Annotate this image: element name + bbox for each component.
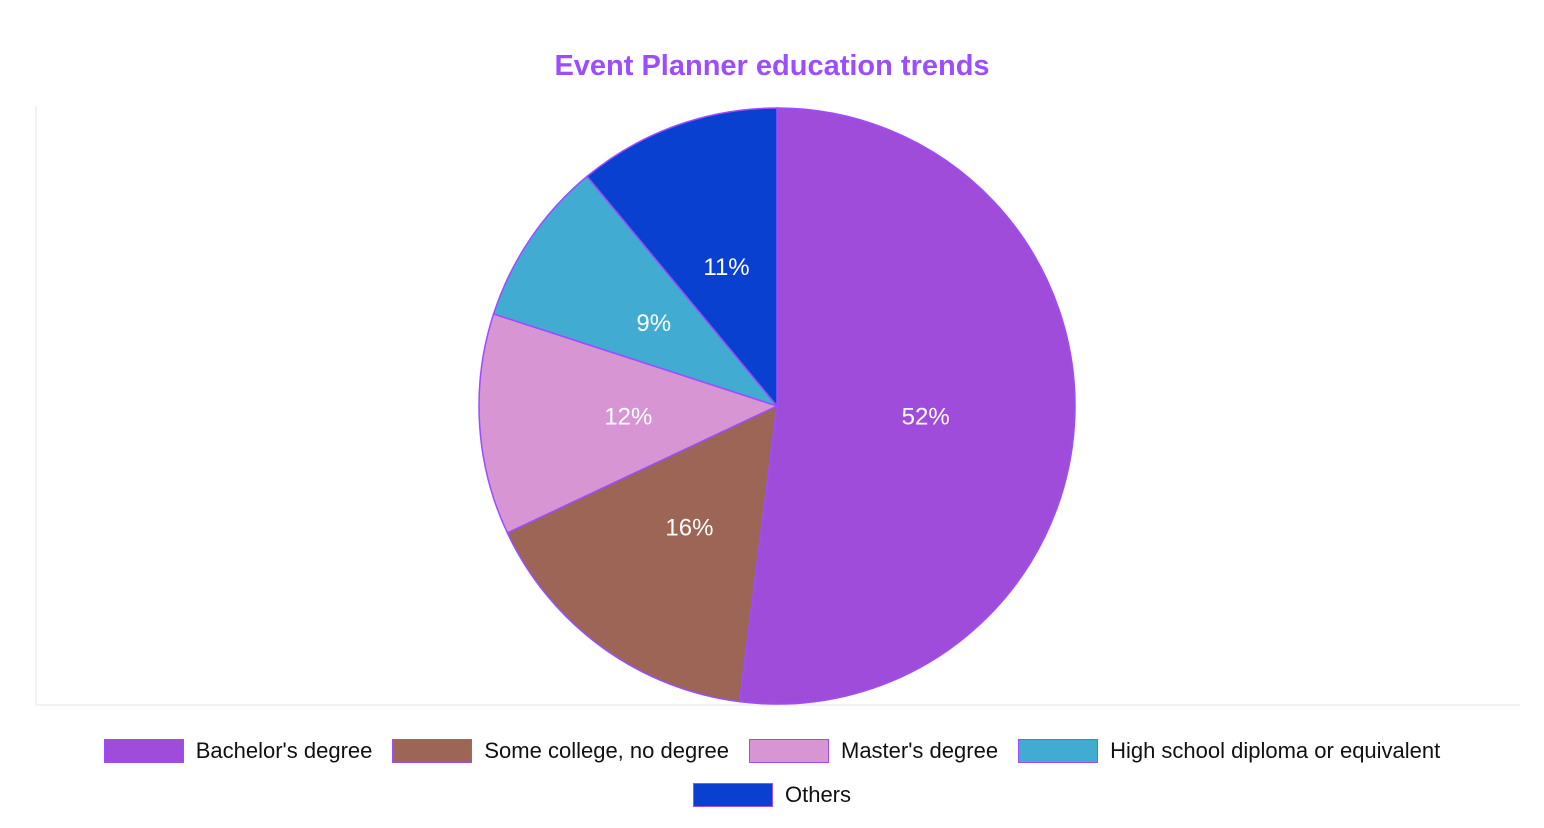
legend-label: High school diploma or equivalent xyxy=(1110,738,1441,763)
pie-slice[interactable] xyxy=(585,107,778,409)
pie-slice[interactable] xyxy=(506,404,778,703)
legend-swatch xyxy=(392,739,473,763)
slice-value-label: 16% xyxy=(665,515,713,542)
legend-label: Bachelor's degree xyxy=(195,738,373,763)
legend-label: Others xyxy=(784,782,852,807)
legend-item[interactable]: High school diploma or equivalent xyxy=(1018,734,1440,768)
legend-swatch xyxy=(749,739,829,763)
legend-item[interactable]: Master's degree xyxy=(749,734,998,768)
legend: Bachelor's degree Some college, no degree… xyxy=(0,734,1544,812)
slice-value-label: 52% xyxy=(902,403,950,430)
legend-label: Some college, no degree xyxy=(484,738,729,763)
slice-value-label: 9% xyxy=(636,310,671,337)
slice-value-label: 12% xyxy=(604,403,652,430)
legend-item[interactable]: Some college, no degree xyxy=(392,734,729,768)
pie-slice[interactable] xyxy=(738,107,1076,705)
pie-slice[interactable] xyxy=(478,312,780,534)
legend-swatch xyxy=(692,783,773,807)
pie-slice[interactable] xyxy=(492,175,780,408)
slice-value-label: 11% xyxy=(703,254,749,281)
legend-label: Master's degree xyxy=(841,738,999,763)
legend-item[interactable]: Bachelor's degree xyxy=(103,734,373,768)
chart-title: Event Planner education trends xyxy=(554,50,990,82)
legend-swatch xyxy=(1018,739,1099,763)
legend-item[interactable]: Others xyxy=(692,778,852,812)
legend-swatch xyxy=(103,739,184,763)
